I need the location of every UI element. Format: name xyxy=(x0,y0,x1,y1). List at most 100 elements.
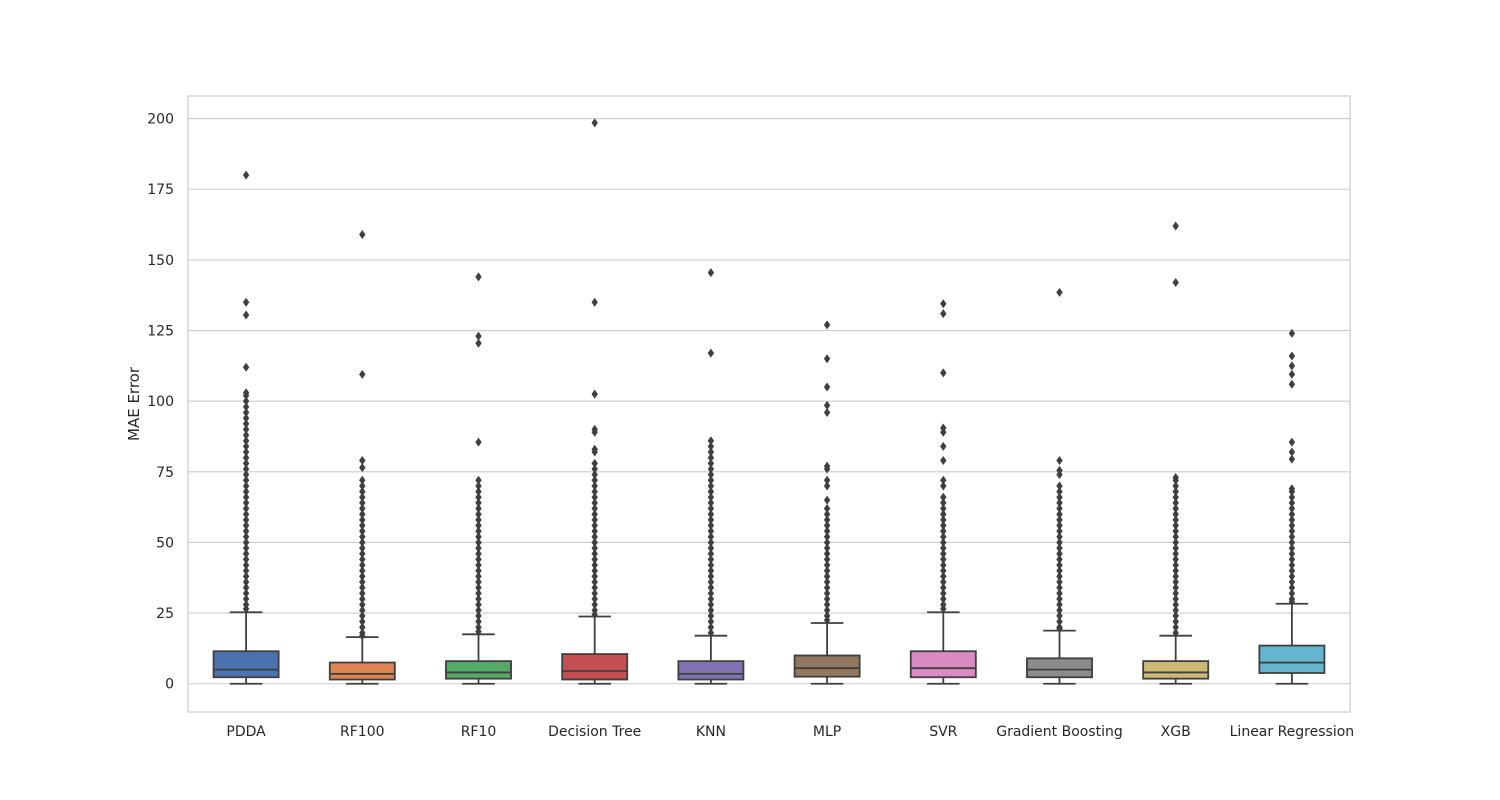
outlier-point xyxy=(359,229,366,239)
outlier-point xyxy=(475,600,482,610)
outlier-point xyxy=(242,436,250,446)
outlier-point xyxy=(940,509,947,519)
outlier-point xyxy=(359,463,366,473)
outlier-point xyxy=(823,354,831,364)
outlier-point xyxy=(359,515,366,525)
outlier-point xyxy=(940,604,947,614)
outlier-point xyxy=(1056,571,1063,581)
outlier-point xyxy=(242,441,250,451)
x-tick-label: XGB xyxy=(1161,724,1191,740)
outlier-point xyxy=(1056,470,1063,480)
outlier-point xyxy=(1172,549,1179,559)
outlier-point xyxy=(359,532,366,542)
outlier-point xyxy=(475,492,482,502)
outlier-point xyxy=(1288,549,1296,559)
outlier-point xyxy=(940,549,947,559)
outlier-point xyxy=(242,407,250,417)
outlier-point xyxy=(940,537,947,547)
outlier-point xyxy=(1056,554,1063,564)
outlier-point xyxy=(707,521,715,531)
outlier-point xyxy=(1056,509,1063,519)
box-group xyxy=(1142,221,1210,685)
outlier-point xyxy=(475,504,482,514)
outlier-point xyxy=(1288,577,1296,587)
outlier-point xyxy=(1056,624,1063,634)
outlier-point xyxy=(707,583,715,593)
outlier-point xyxy=(707,441,715,451)
outlier-point xyxy=(1288,498,1296,508)
outlier-point xyxy=(1056,594,1063,604)
plot-frame xyxy=(187,95,1351,713)
outlier-point xyxy=(940,299,947,309)
outlier-point xyxy=(1172,515,1179,525)
outlier-point xyxy=(1056,543,1063,553)
outlier-point xyxy=(591,549,598,559)
outlier-point xyxy=(1056,492,1063,502)
y-tick-label: 175 xyxy=(147,182,174,198)
outlier-point xyxy=(359,526,366,536)
outlier-point xyxy=(940,515,947,525)
outlier-point xyxy=(823,549,831,559)
x-tick-label: MLP xyxy=(813,724,841,740)
outlier-point xyxy=(823,495,831,505)
y-tick-label: 150 xyxy=(147,253,174,269)
outlier-point xyxy=(1288,369,1296,379)
outlier-point xyxy=(1056,583,1063,593)
outlier-point xyxy=(591,594,598,604)
outlier-point xyxy=(1288,583,1296,593)
outlier-point xyxy=(940,456,947,466)
outlier-point xyxy=(707,566,715,576)
outlier-point xyxy=(242,532,250,542)
outlier-point xyxy=(591,492,598,502)
outlier-point xyxy=(359,369,366,379)
outlier-point xyxy=(242,447,250,457)
outlier-point xyxy=(940,571,947,581)
outlier-point xyxy=(707,543,715,553)
box-group xyxy=(1258,328,1326,685)
outlier-point xyxy=(591,583,598,593)
outlier-point xyxy=(1172,600,1179,610)
outlier-point xyxy=(707,447,715,457)
outlier-point xyxy=(475,554,482,564)
box-group xyxy=(212,170,280,685)
outlier-point xyxy=(1288,379,1296,389)
outlier-point xyxy=(1288,509,1296,519)
outlier-point xyxy=(475,577,482,587)
outlier-point xyxy=(242,492,250,502)
outlier-point xyxy=(591,560,598,570)
outlier-point xyxy=(1288,504,1296,514)
outlier-point xyxy=(1056,504,1063,514)
outlier-point xyxy=(707,577,715,587)
box-group xyxy=(793,320,861,685)
outlier-point xyxy=(359,498,366,508)
outlier-point xyxy=(1172,605,1179,615)
outlier-point xyxy=(1056,521,1063,531)
outlier-point xyxy=(242,526,250,536)
outlier-point xyxy=(823,475,831,485)
outlier-point xyxy=(1172,475,1179,485)
outlier-point xyxy=(1056,560,1063,570)
outlier-point xyxy=(242,475,250,485)
outlier-point xyxy=(475,571,482,581)
outlier-point xyxy=(1172,537,1179,547)
outlier-point xyxy=(475,566,482,576)
outlier-point xyxy=(242,571,250,581)
outlier-point xyxy=(940,526,947,536)
outlier-point xyxy=(823,566,831,576)
outlier-point xyxy=(242,515,250,525)
outlier-point xyxy=(940,588,947,598)
outlier-point xyxy=(475,560,482,570)
outlier-point xyxy=(591,537,598,547)
y-tick-label: 25 xyxy=(156,606,174,622)
outlier-point xyxy=(242,430,250,440)
outlier-point xyxy=(359,622,366,632)
outlier-point xyxy=(242,402,250,412)
outlier-point xyxy=(1288,566,1296,576)
outlier-point xyxy=(242,566,250,576)
box-iqr xyxy=(445,660,512,680)
outlier-point xyxy=(475,481,482,491)
outlier-point xyxy=(242,504,250,514)
outlier-point xyxy=(707,600,715,610)
outlier-point xyxy=(707,504,715,514)
outlier-point xyxy=(1288,454,1296,464)
